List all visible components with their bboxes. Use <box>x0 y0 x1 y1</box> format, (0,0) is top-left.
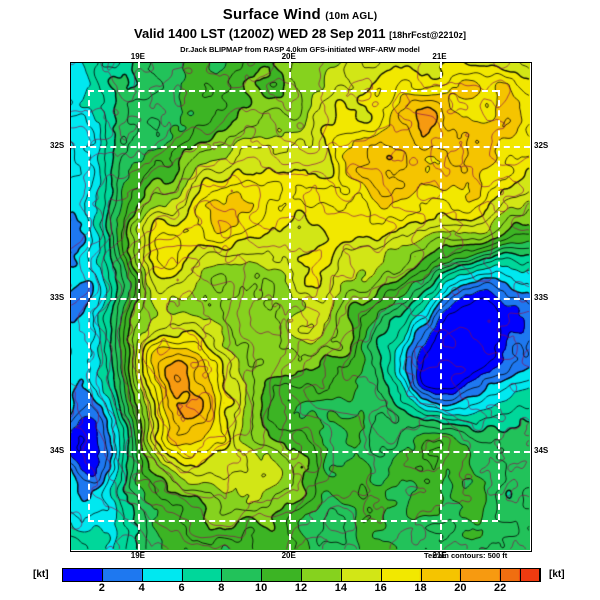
y-axis-label-left: 33S <box>50 293 65 303</box>
colorbar-divider <box>380 568 382 582</box>
model-credit: Dr.Jack BLIPMAP from RASP 4.0km GFS-init… <box>180 45 420 54</box>
valid-time-text: Valid 1400 LST (1200Z) WED 28 Sep 2011 <box>134 26 386 41</box>
colorbar-divider <box>540 568 541 582</box>
colorbar-tick-label: 2 <box>98 582 105 594</box>
y-axis-label-right: 34S <box>534 445 549 455</box>
valid-time-line: Valid 1400 LST (1200Z) WED 28 Sep 2011 [… <box>0 27 600 42</box>
colorbar-tick-label: 22 <box>494 582 507 594</box>
colorbar-divider <box>520 568 522 582</box>
colorbar-divider <box>181 568 183 582</box>
colorbar-tick-label: 12 <box>294 582 308 594</box>
colorbar-divider <box>340 568 342 582</box>
x-axis-label-bottom: 19E <box>130 551 145 560</box>
colorbar-tick-label: 10 <box>255 582 268 594</box>
colorbar-divider <box>301 568 302 582</box>
terrain-contour-note: Terrain contours: 500 ft <box>424 551 508 560</box>
forecast-tag: [18hrFcst@2210z] <box>389 30 466 40</box>
x-axis-label-top: 19E <box>130 52 145 61</box>
colorbar-tick-label: 20 <box>454 582 467 594</box>
colorbar-tick-label: 8 <box>218 582 225 594</box>
y-axis-label-left: 34S <box>50 445 65 455</box>
colorbar-tick-label: 14 <box>334 582 347 594</box>
chart-header: Surface Wind (10m AGL) Valid 1400 LST (1… <box>0 0 600 54</box>
x-axis-label-top: 21E <box>432 52 447 61</box>
colorbar-tick-label: 16 <box>374 582 387 594</box>
wind-field-canvas <box>70 62 530 550</box>
colorbar-divider <box>221 568 223 582</box>
colorbar-tick-label: 6 <box>178 582 185 594</box>
colorbar-divider <box>460 568 462 582</box>
x-axis-label-bottom: 21E <box>432 551 447 560</box>
y-axis-label-right: 32S <box>534 140 549 150</box>
colorbar-tick-label: 4 <box>138 582 145 594</box>
colorbar-tick-label: 18 <box>414 582 427 594</box>
title-subscript: (10m AGL) <box>325 11 378 22</box>
wind-speed-map[interactable] <box>70 62 530 550</box>
colorbar-divider <box>101 568 103 582</box>
colorbar-legend: [kt] [kt] 2 4 6 8 10 12 14 16 18 20 22 <box>0 566 600 600</box>
x-axis-label-bottom: 20E <box>281 551 296 560</box>
colorbar-divider <box>420 568 422 582</box>
colorbar-divider <box>500 568 502 582</box>
colorbar-unit-right: [kt] <box>549 569 565 580</box>
colorbar-unit-left: [kt] <box>33 569 49 580</box>
y-axis-label-left: 32S <box>50 140 65 150</box>
title-main: Surface Wind <box>222 6 321 23</box>
colorbar-divider <box>261 568 263 582</box>
colorbar-divider <box>141 568 143 582</box>
page-title: Surface Wind (10m AGL) <box>0 7 600 24</box>
x-axis-label-top: 20E <box>281 52 296 61</box>
y-axis-label-right: 33S <box>534 293 549 303</box>
